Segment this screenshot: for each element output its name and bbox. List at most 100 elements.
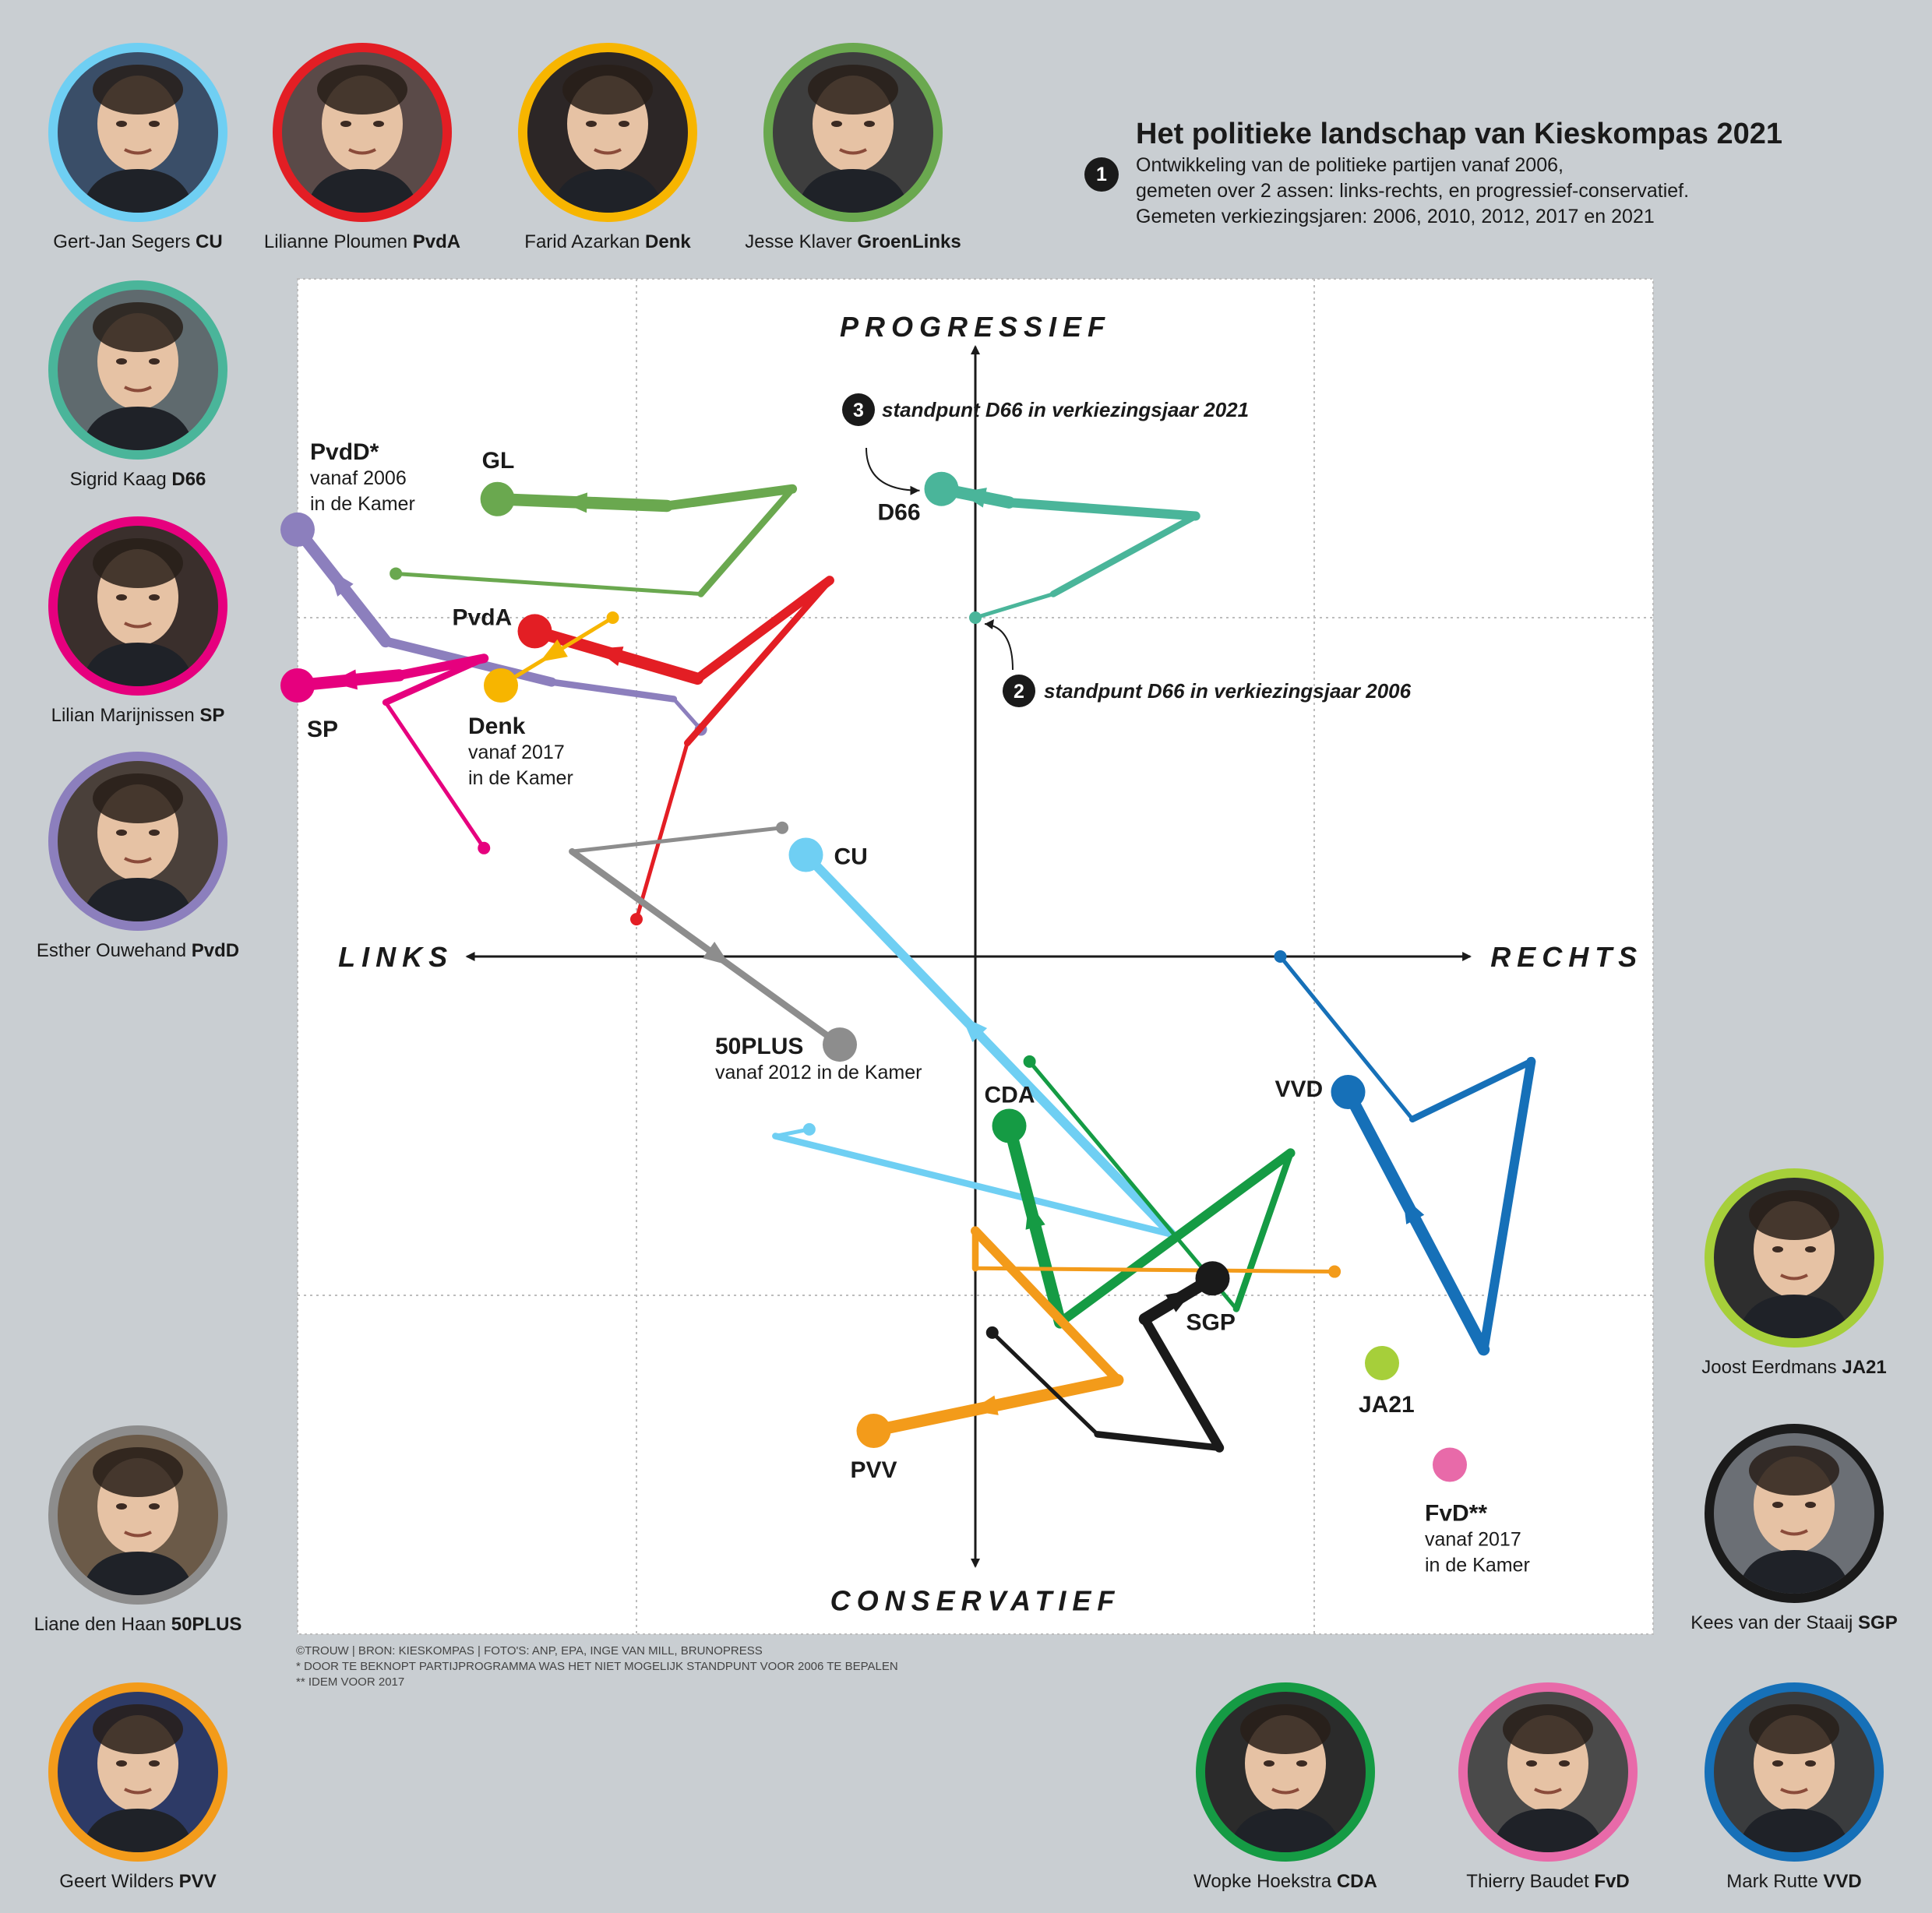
header-title: Het politieke landschap van Kieskompas 2… [1136, 118, 1783, 150]
portrait-person-name: Thierry Baudet [1466, 1871, 1595, 1892]
portrait-party-name: VVD [1823, 1871, 1862, 1892]
series-start-point [802, 1122, 816, 1136]
portrait-caption: Farid Azarkan Denk [467, 231, 748, 253]
annotation-badge-number: 2 [1014, 681, 1024, 703]
series-denk [484, 611, 619, 703]
portrait-person-name: Liane den Haan [33, 1614, 171, 1635]
series-direction-arrow [330, 669, 358, 690]
footnote-credit: ©TROUW | BRON: KIESKOMPAS | FOTO'S: ANP,… [296, 1644, 763, 1658]
series-start-point [969, 611, 982, 624]
annotation-pointer [866, 447, 920, 491]
party-label: D66 [878, 500, 921, 526]
series-segment [990, 1330, 1100, 1436]
portrait-party-name: PvdD [191, 940, 240, 961]
series-sp [280, 654, 491, 854]
portrait-party-name: Denk [645, 231, 691, 252]
step-badge: 1 [1084, 157, 1119, 192]
party-label: VVD [1275, 1076, 1324, 1102]
series-segment [693, 576, 834, 684]
series-pvda [517, 576, 834, 926]
portrait-party-name: CU [196, 231, 223, 252]
portrait-person-name: Kees van der Staaij [1690, 1612, 1859, 1633]
series-segment [973, 1266, 1337, 1274]
header-desc-line: gemeten over 2 assen: links-rechts, en p… [1136, 180, 1690, 202]
series-segment [672, 696, 703, 732]
series-segment [1055, 1148, 1296, 1327]
portrait-caption: Esther Ouwehand PvdD [0, 940, 278, 962]
series-direction-arrow [958, 488, 987, 508]
portrait-caption: Lilianne Ploumen PvdA [222, 231, 502, 253]
annotation-badge [1003, 675, 1035, 707]
series-segment [971, 1226, 1123, 1385]
axis-label-rechts: RECHTS [1490, 941, 1643, 973]
portrait-face-icon [81, 773, 195, 921]
portrait-person-name: Wopke Hoekstra [1193, 1871, 1337, 1892]
series-50plus [569, 821, 857, 1062]
annotation-badge [842, 393, 875, 426]
series-sgp [985, 1261, 1230, 1453]
portrait-party-name: JA21 [1842, 1357, 1887, 1378]
portrait-caption: Sigrid Kaag D66 [0, 469, 278, 491]
series-end-point-2021 [992, 1108, 1027, 1143]
series-end-point-2021 [788, 837, 823, 872]
portrait-face-icon [1229, 1704, 1342, 1852]
portrait-face-icon [81, 1704, 195, 1852]
portrait-caption: Joost Eerdmans JA21 [1654, 1357, 1932, 1379]
series-segment [772, 1133, 1176, 1238]
series-direction-arrow [595, 646, 624, 667]
party-note: in de Kamer [468, 767, 573, 789]
series-d66 [924, 471, 1200, 624]
portrait-face-icon [1491, 1704, 1605, 1852]
portrait-face-icon [1737, 1446, 1851, 1594]
portrait-face-icon [1737, 1190, 1851, 1338]
series-segment [1341, 1086, 1490, 1356]
footnote-star: * DOOR TE BEKNOPT PARTIJPROGRAMMA WAS HE… [296, 1660, 898, 1673]
series-segment [634, 741, 689, 921]
series-end-point-2021 [823, 1027, 857, 1062]
portrait-person-name: Geert Wilders [59, 1871, 179, 1892]
axis-label-links: LINKS [338, 941, 453, 973]
party-label: 50PLUS [715, 1034, 803, 1059]
series-segment [662, 484, 798, 511]
party-note: vanaf 2017 [1425, 1529, 1521, 1551]
series-end-point-2021 [517, 614, 552, 649]
header-desc-line: Ontwikkeling van de politieke partijen v… [1136, 154, 1564, 176]
series-segment [394, 654, 489, 680]
portrait-pvv [48, 1682, 227, 1862]
series-ja21 [1365, 1346, 1399, 1380]
portrait-face-icon [551, 65, 665, 213]
annotation-pointer-head [985, 619, 994, 629]
series-segment [973, 592, 1056, 620]
portrait-party-name: PvdA [412, 231, 461, 252]
portrait-person-name: Gert-Jan Segers [53, 231, 196, 252]
portrait-face-icon [81, 1447, 195, 1595]
portrait-party-name: D66 [171, 469, 206, 490]
party-label: SP [307, 717, 338, 742]
portrait-pvda [273, 43, 452, 222]
portrait-person-name: Jesse Klaver [745, 231, 858, 252]
series-direction-arrow [1165, 1289, 1193, 1312]
series-vvd [1274, 950, 1536, 1356]
annotation-text: standpunt D66 in verkiezingsjaar 2006 [1044, 679, 1412, 703]
party-note: vanaf 2012 in de Kamer [715, 1062, 922, 1083]
portrait-caption: Thierry Baudet FvD [1408, 1871, 1688, 1893]
party-note: in de Kamer [1425, 1555, 1530, 1577]
series-segment [1140, 1314, 1225, 1453]
portrait-caption: Geert Wilders PVV [0, 1871, 278, 1893]
header: Het politieke landschap van Kieskompas 2… [1084, 115, 1837, 230]
series-gl [390, 481, 798, 597]
portrait-cda [1196, 1682, 1375, 1862]
series-segment [548, 678, 678, 703]
portrait-person-name: Sigrid Kaag [69, 469, 172, 490]
portrait-caption: Liane den Haan 50PLUS [0, 1614, 278, 1636]
series-segment [1049, 513, 1199, 597]
portrait-party-name: SGP [1858, 1612, 1898, 1633]
series-end-point-2021 [280, 668, 315, 703]
portrait-person-name: Lilian Marijnissen [51, 705, 200, 726]
portrait-vvd [1705, 1682, 1884, 1862]
portrait-party-name: FvD [1594, 1871, 1630, 1892]
portrait-caption: Gert-Jan Segers CU [0, 231, 278, 253]
series-segment [1232, 1150, 1294, 1312]
portrait-person-name: Mark Rutte [1726, 1871, 1824, 1892]
